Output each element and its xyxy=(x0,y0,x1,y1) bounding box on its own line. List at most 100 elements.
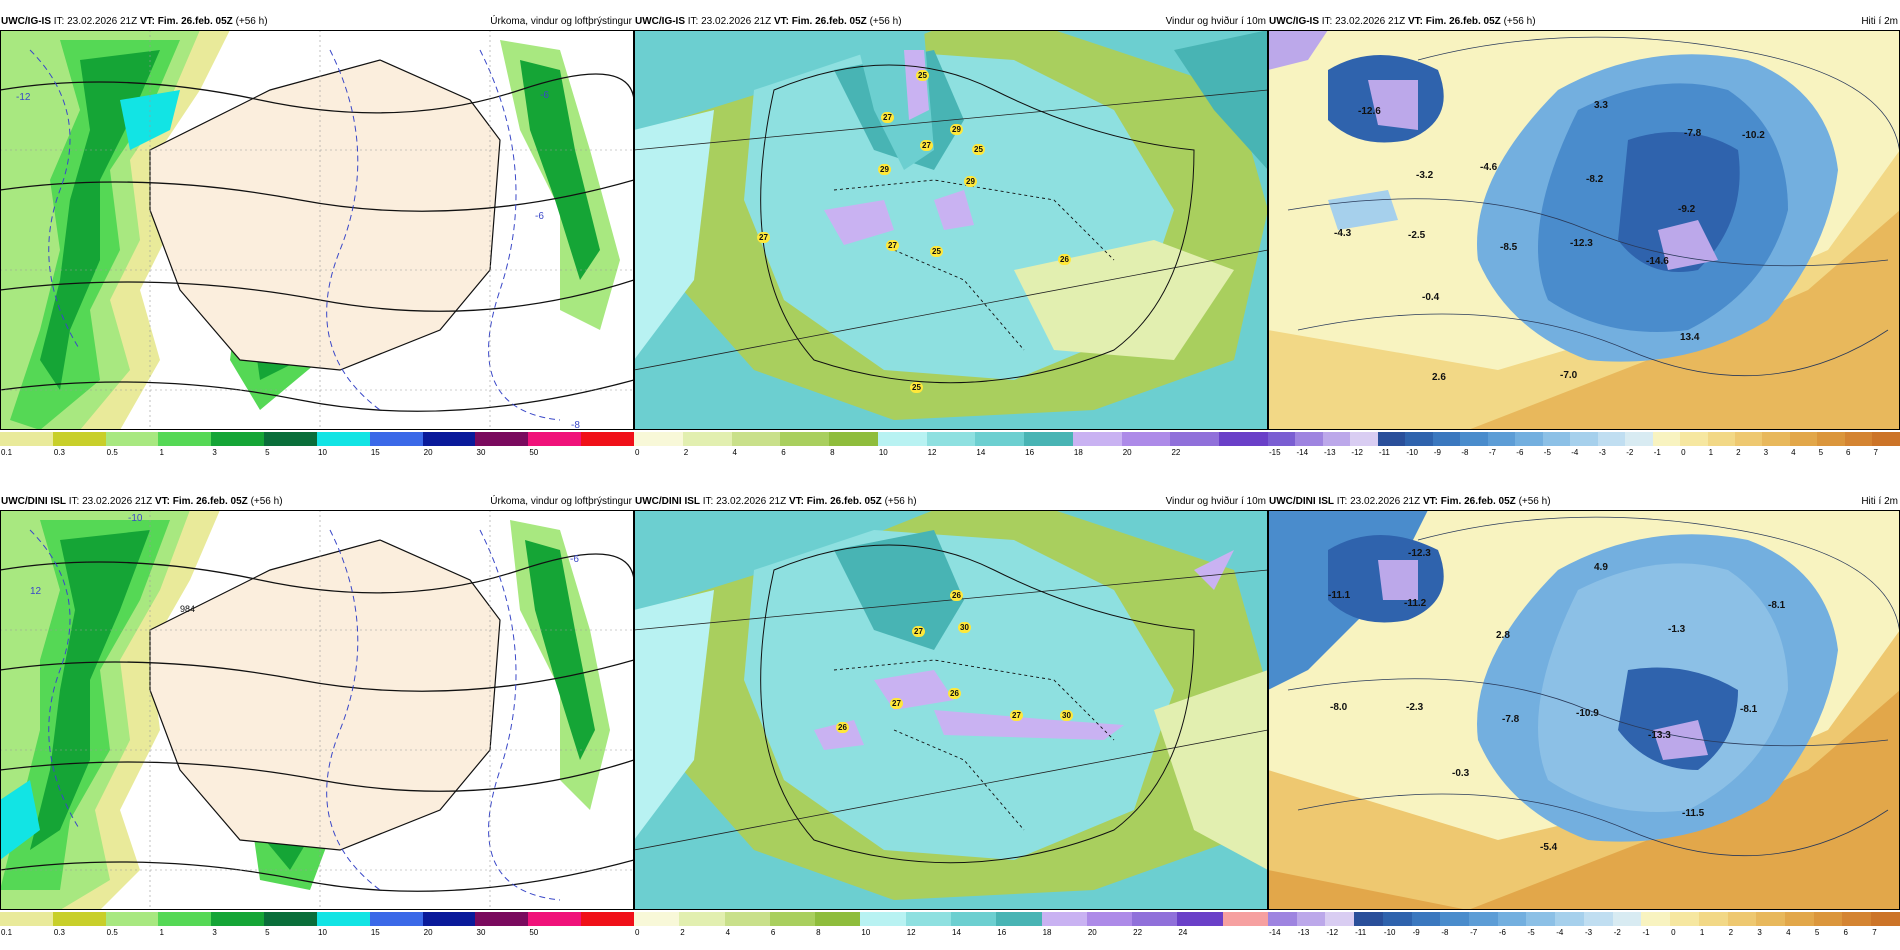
colorbar-tick-label: 4 xyxy=(1786,928,1791,937)
vt-value: Fim. 26.feb. 05Z xyxy=(806,496,882,507)
colorbar-tick-label: -4 xyxy=(1571,448,1579,457)
colorbar-segment xyxy=(1727,912,1757,926)
colorbar-segment xyxy=(422,912,476,926)
colorbar-segment xyxy=(829,432,878,446)
colorbar-segment xyxy=(1487,432,1516,446)
temp-label: -7.8 xyxy=(1502,714,1520,725)
wind-map xyxy=(634,510,1268,910)
wind-colorbar xyxy=(634,912,1268,926)
precip-contour-label: -6 xyxy=(540,90,549,101)
temp-label: -11.1 xyxy=(1328,590,1351,601)
wind-gust-label: 29 xyxy=(964,176,977,187)
colorbar-tick-label: 0 xyxy=(635,448,640,457)
precip-colorbar-ticks: 0.1 0.3 0.5 1 3 5 10 15 20 30 50 xyxy=(0,928,634,938)
panel-header: UWC/IG-IS IT: 23.02.2026 21Z VT: Fim. 26… xyxy=(0,14,634,30)
temp-label: -10.9 xyxy=(1576,708,1599,719)
wind-colorbar xyxy=(634,432,1268,446)
colorbar-tick-label: 20 xyxy=(1122,448,1132,457)
temp-label: -7.8 xyxy=(1684,128,1702,139)
colorbar-tick-label: 0.5 xyxy=(106,928,118,937)
colorbar-segment xyxy=(475,912,529,926)
colorbar-tick-label: 3 xyxy=(212,928,217,937)
panel-header: UWC/IG-IS IT: 23.02.2026 21Z VT: Fim. 26… xyxy=(634,14,1268,30)
colorbar-segment xyxy=(815,912,861,926)
colorbar-segment xyxy=(682,432,732,446)
colorbar-tick-label: 0 xyxy=(1671,928,1676,937)
colorbar-segment xyxy=(634,912,680,926)
colorbar-segment xyxy=(1354,912,1383,926)
wind-gust-label: 27 xyxy=(757,232,770,243)
colorbar-tick-label: 1 xyxy=(159,928,164,937)
colorbar-tick-label: -8 xyxy=(1461,448,1469,457)
colorbar-segment xyxy=(264,432,317,446)
vt-value: Fim. 26.feb. 05Z xyxy=(172,496,248,507)
colorbar-segment xyxy=(1177,912,1223,926)
colorbar-segment xyxy=(1322,432,1351,446)
colorbar-tick-label: 3 xyxy=(1763,448,1769,457)
temperature-map xyxy=(1268,510,1900,910)
colorbar-segment xyxy=(1844,432,1873,446)
colorbar-tick-label: 5 xyxy=(265,448,270,457)
colorbar-segment xyxy=(1813,912,1843,926)
it-value: 23.02.2026 21Z xyxy=(67,16,138,27)
lead-time: (+56 h) xyxy=(1503,16,1536,27)
temp-label: -0.3 xyxy=(1452,768,1470,779)
wind-gust-label: 30 xyxy=(958,622,971,633)
colorbar-tick-label: 14 xyxy=(976,448,986,457)
lead-time: (+56 h) xyxy=(1518,496,1551,507)
colorbar-tick-label: -2 xyxy=(1613,928,1621,937)
colorbar-segment xyxy=(1350,432,1378,446)
precip-map xyxy=(0,30,634,430)
colorbar-segment xyxy=(1789,432,1818,446)
model-name: UWC/DINI ISL xyxy=(1269,496,1334,507)
colorbar-tick-label: -8 xyxy=(1441,928,1449,937)
wind-gust-label: 27 xyxy=(920,140,933,151)
colorbar-segment xyxy=(975,432,1025,446)
colorbar-tick-label: 20 xyxy=(1087,928,1097,937)
wind-gust-label: 27 xyxy=(1010,710,1023,721)
temp-label: 2.6 xyxy=(1432,372,1446,383)
panel-title: Hiti í 2m xyxy=(1861,496,1898,507)
colorbar-tick-label: 6 xyxy=(781,448,786,457)
colorbar-segment xyxy=(1296,912,1326,926)
vt-label: VT: xyxy=(154,496,170,507)
colorbar-segment xyxy=(264,912,317,926)
colorbar-segment xyxy=(1405,432,1433,446)
lead-time: (+56 h) xyxy=(235,16,268,27)
colorbar-segment xyxy=(1072,432,1122,446)
colorbar-segment xyxy=(1411,912,1441,926)
colorbar-segment xyxy=(1132,912,1178,926)
vt-value: Fim. 26.feb. 05Z xyxy=(1425,16,1501,27)
panel-title: Úrkoma, vindur og loftþrýstingur xyxy=(490,496,632,507)
colorbar-tick-label: 7 xyxy=(1872,928,1877,937)
colorbar-tick-label: 18 xyxy=(1042,928,1052,937)
colorbar-segment xyxy=(528,912,582,926)
colorbar-tick-label: 1 xyxy=(1699,928,1705,937)
temp-colorbar xyxy=(1268,912,1900,926)
colorbar-segment xyxy=(1842,912,1872,926)
temp-label: -13.3 xyxy=(1648,730,1671,741)
colorbar-tick-label: 6 xyxy=(1846,448,1851,457)
colorbar-tick-label: 22 xyxy=(1133,928,1143,937)
colorbar-segment xyxy=(1784,912,1814,926)
colorbar-segment xyxy=(1641,912,1671,926)
wind-colorbar-ticks: 0 2 4 6 8 10 12 14 16 18 20 22 xyxy=(634,448,1268,458)
colorbar-segment xyxy=(1680,432,1708,446)
colorbar-tick-label: 50 xyxy=(529,448,539,457)
colorbar-tick-label: 1 xyxy=(1708,448,1714,457)
colorbar-tick-label: 4 xyxy=(1791,448,1796,457)
colorbar-tick-label: -2 xyxy=(1626,448,1634,457)
colorbar-tick-label: 15 xyxy=(370,928,380,937)
colorbar-segment xyxy=(1024,432,1073,446)
precip-colorbar xyxy=(0,912,634,926)
temp-label: -4.3 xyxy=(1334,228,1352,239)
colorbar-segment xyxy=(1440,912,1470,926)
colorbar-tick-label: -10 xyxy=(1383,928,1396,937)
colorbar-segment xyxy=(1670,912,1699,926)
lead-time: (+56 h) xyxy=(884,496,917,507)
it-value: 23.02.2026 21Z xyxy=(82,496,153,507)
vt-value: Fim. 26.feb. 05Z xyxy=(791,16,867,27)
colorbar-tick-label: 0 xyxy=(635,928,640,937)
colorbar-tick-label: 18 xyxy=(1073,448,1083,457)
it-label: IT: xyxy=(687,16,699,27)
